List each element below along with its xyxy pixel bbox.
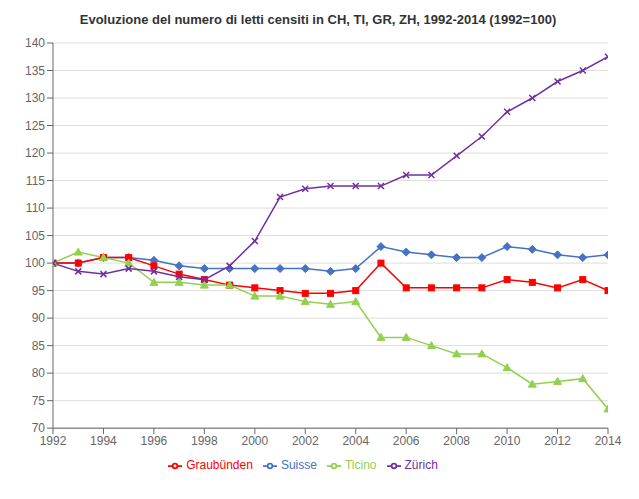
svg-text:70: 70 <box>32 421 46 435</box>
svg-text:2002: 2002 <box>292 434 319 448</box>
svg-text:1994: 1994 <box>90 434 117 448</box>
svg-text:140: 140 <box>25 36 45 50</box>
svg-text:135: 135 <box>25 64 45 78</box>
svg-text:90: 90 <box>32 311 46 325</box>
svg-text:2010: 2010 <box>494 434 521 448</box>
svg-text:1996: 1996 <box>141 434 168 448</box>
svg-text:105: 105 <box>25 229 45 243</box>
svg-text:125: 125 <box>25 119 45 133</box>
svg-text:130: 130 <box>25 91 45 105</box>
svg-text:80: 80 <box>32 366 46 380</box>
svg-text:2008: 2008 <box>443 434 470 448</box>
svg-text:2012: 2012 <box>544 434 571 448</box>
svg-text:2006: 2006 <box>393 434 420 448</box>
html-text:Graubünden: Graubünden <box>186 458 253 473</box>
html-text:Suisse: Suisse <box>280 458 317 473</box>
svg-text:2014: 2014 <box>595 434 622 448</box>
svg-text:1992: 1992 <box>40 434 67 448</box>
svg-text:2004: 2004 <box>342 434 369 448</box>
html-text:Evoluzione del numero di letti: Evoluzione del numero di letti censiti i… <box>79 12 557 27</box>
svg-text:75: 75 <box>32 394 46 408</box>
html-text:Zürich: Zürich <box>404 458 438 473</box>
svg-text:2000: 2000 <box>241 434 268 448</box>
svg-text:85: 85 <box>32 339 46 353</box>
svg-text:110: 110 <box>26 201 45 215</box>
svg-text:120: 120 <box>25 146 45 160</box>
svg-text:100: 100 <box>25 256 45 270</box>
svg-text:115: 115 <box>26 174 45 188</box>
svg-text:95: 95 <box>32 284 46 298</box>
svg-text:1998: 1998 <box>191 434 218 448</box>
html-text:Ticino: Ticino <box>344 458 377 473</box>
